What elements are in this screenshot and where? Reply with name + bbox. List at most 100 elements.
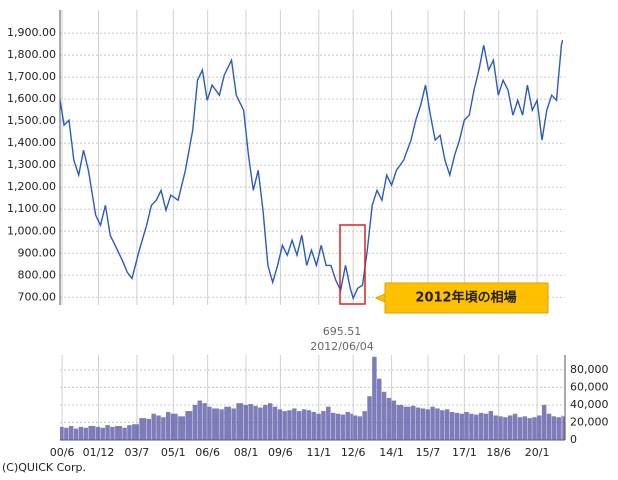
- y-tick-label: 1,800.00: [7, 48, 56, 61]
- volume-bar: [469, 413, 474, 440]
- volume-bar: [474, 414, 479, 440]
- volume-bar: [478, 412, 484, 440]
- x-tick-label: 18/6: [486, 446, 511, 459]
- volume-bar: [151, 413, 156, 440]
- x-tick-label: 12/6: [341, 446, 366, 459]
- volume-bar: [64, 427, 69, 440]
- volume-bar: [440, 410, 445, 440]
- x-tick-label: 15/7: [416, 446, 441, 459]
- y-tick-label: 1,600.00: [7, 92, 56, 105]
- volume-bar: [321, 411, 326, 440]
- volume-bar: [301, 409, 307, 440]
- volume-bar: [562, 416, 565, 440]
- volume-bar: [73, 428, 79, 440]
- volume-bar: [296, 411, 302, 440]
- volume-bar: [391, 400, 397, 440]
- volume-bar: [263, 404, 268, 440]
- x-tick-label: 20/1: [525, 446, 550, 459]
- grid-layer: 700.00 800.00 900.00 1,000.00 1,100.00 1,200.…: [7, 10, 609, 459]
- volume-bar: [127, 425, 132, 440]
- volume-bar: [350, 413, 353, 440]
- volume-bar: [110, 426, 115, 440]
- volume-bar: [231, 408, 236, 440]
- volume-bar: [83, 427, 88, 440]
- volume-bar: [546, 413, 552, 440]
- y-tick-label: 800.00: [18, 268, 57, 281]
- highlight-box: [339, 224, 366, 305]
- volume-bar: [522, 416, 528, 440]
- volume-bar: [287, 410, 292, 440]
- volume-bar: [178, 416, 186, 440]
- volume-bar: [498, 416, 503, 440]
- volume-bar: [105, 425, 110, 440]
- volume-bar: [224, 406, 232, 440]
- y-tick-label: 60,000: [570, 380, 609, 393]
- volume-bar: [415, 407, 421, 440]
- volume-bar: [507, 415, 513, 440]
- volume-bar: [267, 403, 273, 440]
- volume-bar: [219, 409, 224, 440]
- volume-bar: [532, 417, 537, 440]
- y-tick-label: 20,000: [570, 415, 609, 428]
- y-tick-label: 700.00: [18, 290, 57, 303]
- volume-bar: [488, 411, 494, 440]
- volume-bar: [306, 410, 312, 440]
- y-tick-label: 1,100.00: [7, 202, 56, 215]
- callout-box: [384, 282, 549, 314]
- volume-bar: [202, 403, 207, 440]
- volume-bar: [95, 426, 101, 440]
- volume-bar: [243, 404, 249, 440]
- y-tick-label: 1,500.00: [7, 114, 56, 127]
- volume-bar: [449, 411, 455, 440]
- callout-text: 2012年頃の相場: [415, 290, 516, 306]
- volume-bar: [403, 406, 411, 440]
- credit: (C)QUICK Corp.: [2, 461, 86, 474]
- volume-bar: [165, 411, 171, 440]
- volume-bar: [258, 407, 263, 440]
- volume-bar: [459, 413, 464, 440]
- volume-bar: [517, 417, 523, 440]
- x-tick-label: 09/6: [268, 446, 293, 459]
- volume-bar: [272, 406, 278, 440]
- mark-layer: [59, 40, 565, 440]
- volume-bar: [60, 426, 64, 440]
- volume-bar: [381, 391, 387, 440]
- volume-bar: [277, 409, 283, 440]
- volume-bar: [396, 404, 404, 440]
- volume-bar: [425, 409, 430, 440]
- volume-bar: [556, 417, 561, 440]
- volume-bar: [503, 417, 508, 440]
- volume-bar: [156, 415, 161, 440]
- y-tick-label: 900.00: [18, 246, 57, 259]
- x-tick-label: 05/1: [161, 446, 186, 459]
- volume-bar: [345, 411, 350, 440]
- volume-bar: [253, 405, 258, 440]
- y-tick-label: 1,400.00: [7, 136, 56, 149]
- x-tick-label: 01/12: [83, 446, 115, 459]
- x-tick-label: 14/1: [379, 446, 404, 459]
- volume-bar: [372, 356, 377, 440]
- volume-bar: [100, 427, 105, 440]
- volume-bar: [435, 408, 440, 440]
- y-tick-label: 1,300.00: [7, 158, 56, 171]
- volume-bar: [292, 408, 297, 440]
- volume-bar: [139, 418, 147, 440]
- volume-bar: [340, 414, 346, 440]
- volume-bar: [236, 403, 244, 440]
- x-tick-label: 06/6: [195, 446, 220, 459]
- volume-bar: [330, 412, 336, 440]
- volume-bar: [192, 404, 198, 440]
- volume-bar: [122, 427, 127, 440]
- volume-bar: [551, 416, 557, 440]
- annotation-value: 695.51: [323, 325, 362, 338]
- x-tick-label: 17/1: [452, 446, 477, 459]
- volume-bar: [212, 408, 219, 440]
- volume-bar: [410, 405, 416, 440]
- volume-bar: [78, 426, 84, 440]
- volume-bar: [316, 413, 321, 440]
- x-tick-label: 03/7: [125, 446, 150, 459]
- y-tick-label: 80,000: [570, 363, 609, 376]
- volume-bar: [483, 413, 489, 440]
- volume-bar: [527, 418, 532, 440]
